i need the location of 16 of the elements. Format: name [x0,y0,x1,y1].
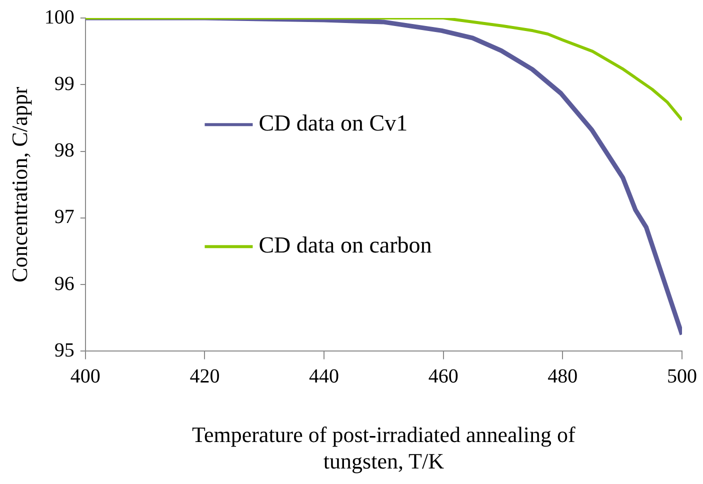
x-tick-label: 500 [667,365,697,388]
y-tick-label: 99 [54,72,74,95]
y-tick-label: 95 [54,339,74,362]
x-tick-label: 460 [428,365,458,388]
x-tick-label: 420 [190,365,220,388]
legend-label: CD data on carbon [258,232,432,258]
y-tick-label: 97 [54,206,74,228]
y-tick-label: 96 [54,272,74,295]
x-axis-title: Temperature of post-irradiated annealing of tungsten, T/K [192,422,576,474]
y-axis-title: Concentration, C/appr [6,86,32,282]
x-tick-label: 480 [548,365,578,388]
legend-label: CD data on Cv1 [258,110,408,136]
x-tick-label: 440 [309,365,340,388]
y-tick-label: 98 [54,140,74,162]
x-tick-label: 400 [70,365,100,388]
y-tick-label: 100 [44,6,74,28]
